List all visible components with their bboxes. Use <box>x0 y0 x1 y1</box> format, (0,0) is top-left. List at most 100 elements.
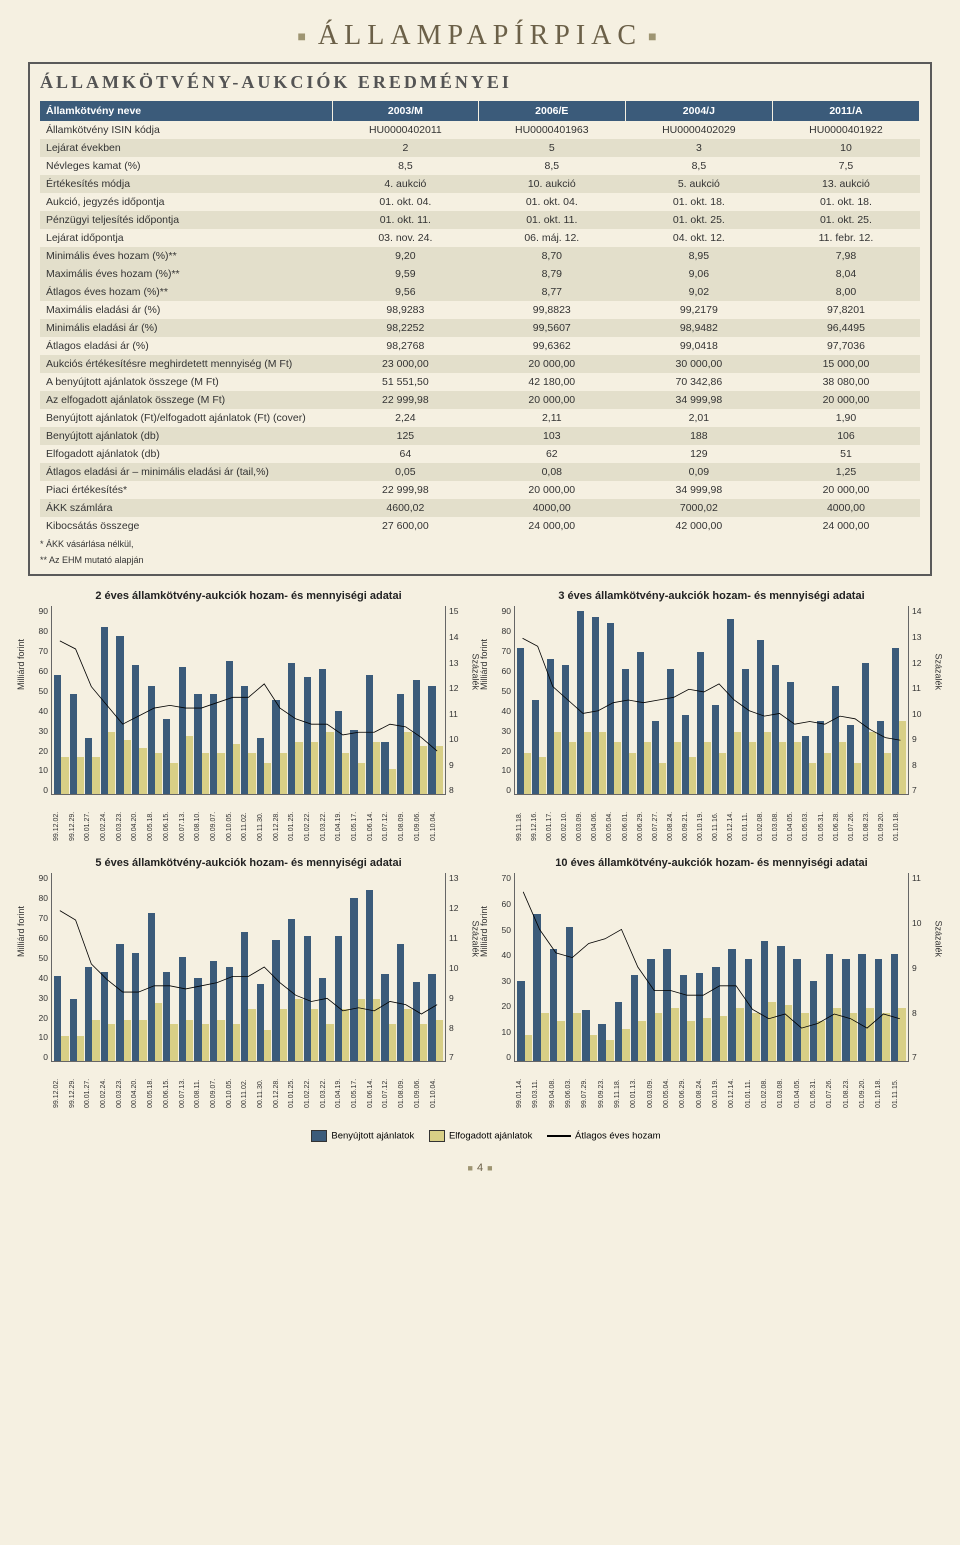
bar-submitted <box>550 949 558 1062</box>
table-row: Átlagos eladási ár (%)98,276899,636299,0… <box>40 337 920 355</box>
chart-legend: Benyújtott ajánlatok Elfogadott ajánlato… <box>28 1126 932 1146</box>
table-cell: 9,20 <box>333 247 479 265</box>
bar-accepted <box>233 1024 240 1062</box>
table-cell: Névleges kamat (%) <box>40 157 333 175</box>
x-tick: 00.11.30. <box>257 1062 272 1108</box>
table-row: Piaci értékesítés*22 999,9820 000,0034 9… <box>40 481 920 499</box>
bar-accepted <box>590 1035 598 1062</box>
bar-submitted <box>652 721 659 794</box>
bar-accepted <box>674 742 681 794</box>
table-cell: 4000,00 <box>772 499 919 517</box>
y-axis-label-left: Milliárd forint <box>479 639 489 690</box>
table-cell: 06. máj. 12. <box>478 229 625 247</box>
x-tick: 00.06.15. <box>163 1062 178 1108</box>
bar-accepted <box>373 999 380 1062</box>
table-cell: 3 <box>625 139 772 157</box>
bar-submitted <box>745 959 753 1061</box>
table-cell: Maximális éves hozam (%)** <box>40 265 333 283</box>
chart: 3 éves államkötvény-aukciók hozam- és me… <box>491 590 932 841</box>
table-row: Benyújtott ajánlatok (db)125103188106 <box>40 427 920 445</box>
bar-submitted <box>116 944 123 1061</box>
table-cell: HU0000402011 <box>333 121 479 139</box>
bar-submitted <box>54 675 61 794</box>
page-number: 4 <box>28 1162 932 1174</box>
table-cell: 96,4495 <box>772 319 919 337</box>
x-tick: 00.03.09. <box>576 795 590 841</box>
x-tick: 99.03.11. <box>532 1062 547 1108</box>
page-title: ÁLLAMPAPÍRPIAC <box>28 20 932 52</box>
bar-submitted <box>566 927 574 1061</box>
table-cell: 22 999,98 <box>333 391 479 409</box>
x-tick: 01.11.15. <box>892 1062 907 1108</box>
bar-submitted <box>615 1002 623 1061</box>
bar-accepted <box>809 763 816 794</box>
x-tick: 00.12.28. <box>273 1062 288 1108</box>
bar-submitted <box>817 721 824 794</box>
x-tick: 01.02.08. <box>757 795 771 841</box>
bar-submitted <box>257 984 264 1061</box>
bar-accepted <box>217 1020 224 1062</box>
bar-submitted <box>241 932 248 1062</box>
x-tick: 00.06.29. <box>679 1062 694 1108</box>
bar-submitted <box>272 700 279 794</box>
chart-title: 5 éves államkötvény-aukciók hozam- és me… <box>28 857 469 869</box>
table-cell: Maximális eladási ár (%) <box>40 301 333 319</box>
bar-submitted <box>532 700 539 794</box>
bar-accepted <box>866 1008 874 1062</box>
bar-accepted <box>61 757 68 795</box>
x-tick: 00.04.20. <box>131 1062 146 1108</box>
table-row: Pénzügyi teljesítés időpontja01. okt. 11… <box>40 211 920 229</box>
bar-submitted <box>712 705 719 795</box>
bar-accepted <box>599 732 606 795</box>
bar-submitted <box>70 694 77 794</box>
table-cell: 24 000,00 <box>772 517 919 535</box>
x-tick: 00.07.27. <box>652 795 666 841</box>
x-tick: 01.05.31. <box>818 795 832 841</box>
bar-accepted <box>264 1030 271 1061</box>
bar-submitted <box>366 890 373 1061</box>
x-tick: 00.07.13. <box>179 795 194 841</box>
bar-submitted <box>802 736 809 794</box>
table-row: Az elfogadott ajánlatok összege (M Ft)22… <box>40 391 920 409</box>
bar-accepted <box>824 753 831 795</box>
table-cell: 42 180,00 <box>478 373 625 391</box>
bar-accepted <box>801 1013 809 1061</box>
bar-submitted <box>194 694 201 794</box>
bar-accepted <box>554 732 561 795</box>
table-row: Államkötvény ISIN kódjaHU0000402011HU000… <box>40 121 920 139</box>
bar-accepted <box>704 742 711 794</box>
table-cell: 5. aukció <box>625 175 772 193</box>
chart: 2 éves államkötvény-aukciók hozam- és me… <box>28 590 469 841</box>
col-bond: 2006/E <box>478 101 625 121</box>
table-row: Lejárat időpontja03. nov. 24.06. máj. 12… <box>40 229 920 247</box>
table-cell: 188 <box>625 427 772 445</box>
x-tick: 00.12.28. <box>273 795 288 841</box>
table-cell: 15 000,00 <box>772 355 919 373</box>
x-tick: 00.01.27. <box>84 1062 99 1108</box>
x-tick: 00.06.29. <box>637 795 651 841</box>
x-tick: 01.08.09. <box>398 1062 413 1108</box>
bar-submitted <box>667 669 674 794</box>
bar-submitted <box>210 694 217 794</box>
x-tick: 00.03.23. <box>116 795 131 841</box>
bar-accepted <box>248 1009 255 1061</box>
bar-submitted <box>647 959 655 1061</box>
col-bond: 2003/M <box>333 101 479 121</box>
x-tick: 00.03.09. <box>647 1062 662 1108</box>
table-cell: 8,5 <box>478 157 625 175</box>
bar-accepted <box>644 742 651 794</box>
table-cell: 34 999,98 <box>625 481 772 499</box>
table-cell: 8,5 <box>625 157 772 175</box>
x-tick: 01.04.05. <box>787 795 801 841</box>
table-cell: 10. aukció <box>478 175 625 193</box>
table-cell: 9,59 <box>333 265 479 283</box>
table-cell: HU0000401963 <box>478 121 625 139</box>
bar-submitted <box>592 617 599 795</box>
bar-accepted <box>719 753 726 795</box>
table-row: Átlagos éves hozam (%)**9,568,779,028,00 <box>40 283 920 301</box>
bar-accepted <box>155 753 162 795</box>
footnote-2: ** Az EHM mutató alapján <box>40 555 920 567</box>
bar-accepted <box>77 757 84 795</box>
bar-accepted <box>264 763 271 794</box>
table-cell: 98,2252 <box>333 319 479 337</box>
